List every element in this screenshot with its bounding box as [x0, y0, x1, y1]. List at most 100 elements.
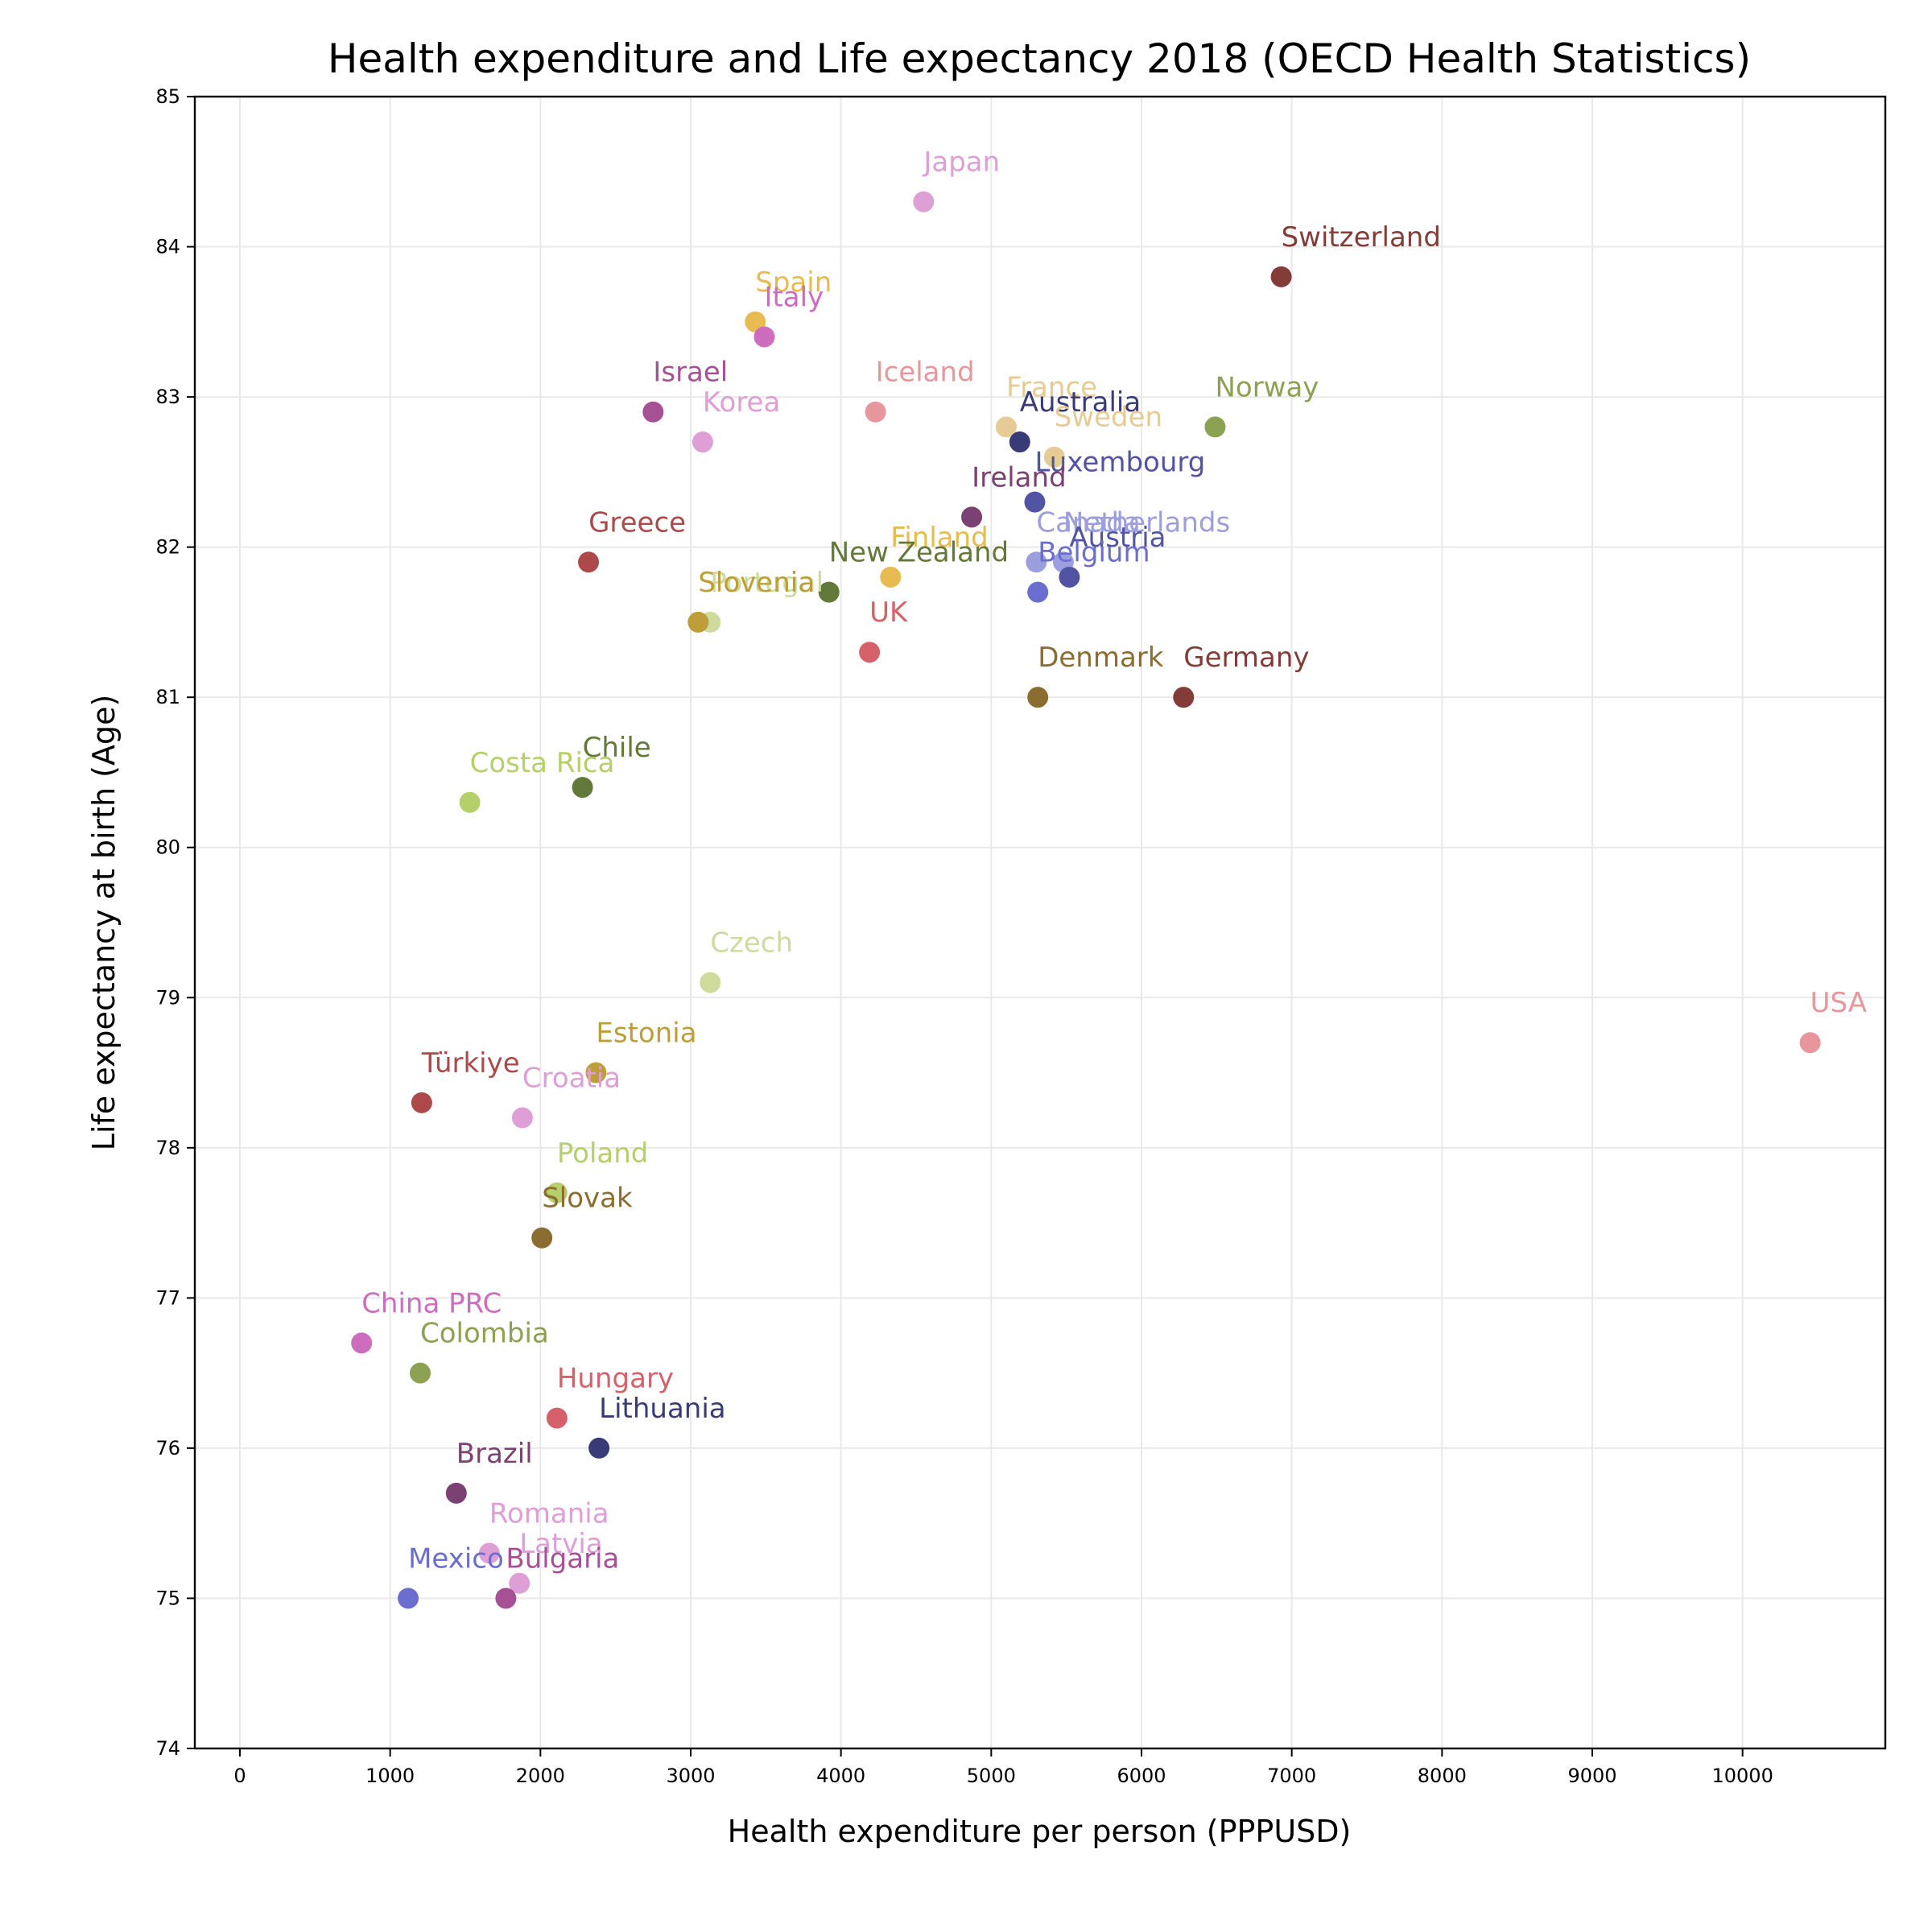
data-point-label: Colombia [420, 1318, 549, 1350]
data-point [1027, 581, 1049, 603]
data-point [1027, 687, 1049, 708]
y-tick-label: 82 [155, 536, 180, 559]
data-point [1009, 431, 1030, 453]
data-point [1799, 1032, 1821, 1054]
data-point-label: Spain [755, 266, 832, 299]
y-tick-label: 85 [155, 85, 180, 108]
axis-ticks: 0 1000 2000 3000 4000 5000 6000 7000 8000 9000 100… [155, 85, 1773, 1787]
data-point-label: Italy [764, 281, 824, 313]
data-point-label: Australia [1020, 386, 1141, 419]
data-point-label: Switzerland [1282, 221, 1441, 254]
data-point [398, 1587, 419, 1609]
x-tick-label: 4000 [816, 1765, 865, 1787]
data-point [1026, 551, 1047, 573]
data-point-label: Portugal [710, 567, 824, 599]
data-point [642, 401, 664, 423]
data-point-label: Czech [710, 927, 793, 960]
data-point [753, 326, 775, 348]
x-tick-label: 8000 [1418, 1765, 1467, 1787]
data-point-label: Slovenia [698, 567, 815, 599]
data-point [585, 1062, 607, 1084]
data-point-label: Luxembourg [1034, 447, 1205, 479]
data-point [410, 1362, 431, 1384]
y-tick-label: 78 [155, 1137, 180, 1159]
data-point [818, 581, 840, 603]
data-point [572, 777, 593, 799]
data-point [509, 1572, 530, 1594]
x-tick-label: 6000 [1117, 1765, 1166, 1787]
data-point-label: USA [1810, 987, 1867, 1019]
data-point-label: Brazil [456, 1438, 533, 1470]
data-point [961, 506, 983, 528]
chart-title: Health expenditure and Life expectancy 2… [328, 35, 1751, 82]
data-point-label: New Zealand [829, 537, 1009, 569]
x-tick-label: 3000 [666, 1765, 715, 1787]
data-point [495, 1587, 517, 1609]
data-point [913, 191, 935, 213]
x-tick-label: 10000 [1711, 1765, 1773, 1787]
y-tick-label: 80 [155, 836, 180, 859]
y-tick-label: 83 [155, 386, 180, 408]
y-tick-label: 74 [155, 1737, 180, 1760]
y-axis-label: Life expectancy at birth (Age) [86, 695, 122, 1151]
x-tick-label: 5000 [967, 1765, 1016, 1787]
data-point [578, 551, 600, 573]
data-point-label: Ireland [972, 461, 1067, 493]
y-tick-label: 76 [155, 1437, 180, 1459]
data-point-label: Austria [1069, 522, 1166, 554]
data-point-label: Finland [890, 522, 989, 554]
data-point [1270, 266, 1292, 287]
plot-frame [193, 95, 1887, 1750]
data-point-label: Netherlands [1063, 506, 1230, 539]
data-point [880, 566, 902, 588]
data-point-label: Iceland [876, 357, 975, 389]
data-point [351, 1332, 373, 1354]
data-point-label: Croatia [522, 1063, 621, 1095]
data-point-label: Romania [489, 1497, 609, 1530]
data-point-label: Slovak [542, 1183, 633, 1215]
x-tick-label: 2000 [516, 1765, 565, 1787]
data-point [1059, 566, 1080, 588]
data-point-label: Bulgaria [506, 1542, 619, 1575]
data-point [700, 972, 721, 993]
data-point-label: Korea [703, 386, 780, 419]
grid [195, 96, 1885, 1749]
data-point [745, 311, 766, 332]
data-point-label: France [1006, 371, 1097, 403]
x-axis-label: Health expenditure per person (PPPUSD) [728, 1814, 1352, 1849]
data-point-label: UK [869, 597, 909, 629]
data-point [546, 1407, 568, 1429]
data-point-label: Sweden [1055, 402, 1162, 434]
data-point-label: Mexico [408, 1542, 504, 1575]
data-point-label: Belgium [1038, 537, 1150, 569]
data-point-label: Latvia [519, 1528, 603, 1560]
x-tick-label: 7000 [1267, 1765, 1316, 1787]
data-point [1173, 687, 1195, 708]
data-point [1204, 416, 1226, 438]
x-tick-label: 1000 [365, 1765, 415, 1787]
data-point [478, 1542, 500, 1564]
data-point-label: Costa Rica [470, 747, 615, 779]
data-point-label: Japan [922, 147, 1000, 179]
data-point-label: Norway [1215, 371, 1319, 403]
y-tick-label: 84 [155, 236, 180, 258]
data-point-label: Türkiye [421, 1047, 520, 1080]
data-point-label: Poland [557, 1137, 649, 1170]
data-point [588, 1437, 610, 1459]
data-point-label: Estonia [596, 1018, 696, 1050]
data-point [546, 1182, 568, 1203]
data-point [445, 1482, 467, 1504]
data-point [411, 1092, 432, 1113]
data-point [1043, 446, 1065, 468]
data-point [859, 642, 881, 663]
data-point-label: Chile [583, 732, 651, 764]
data-point [459, 791, 481, 813]
data-point [511, 1107, 533, 1129]
data-point-label: Lithuania [599, 1393, 725, 1425]
y-tick-label: 75 [155, 1587, 180, 1609]
data-point-label: Canada [1036, 506, 1140, 539]
y-tick-label: 81 [155, 686, 180, 708]
x-tick-label: 9000 [1567, 1765, 1616, 1787]
